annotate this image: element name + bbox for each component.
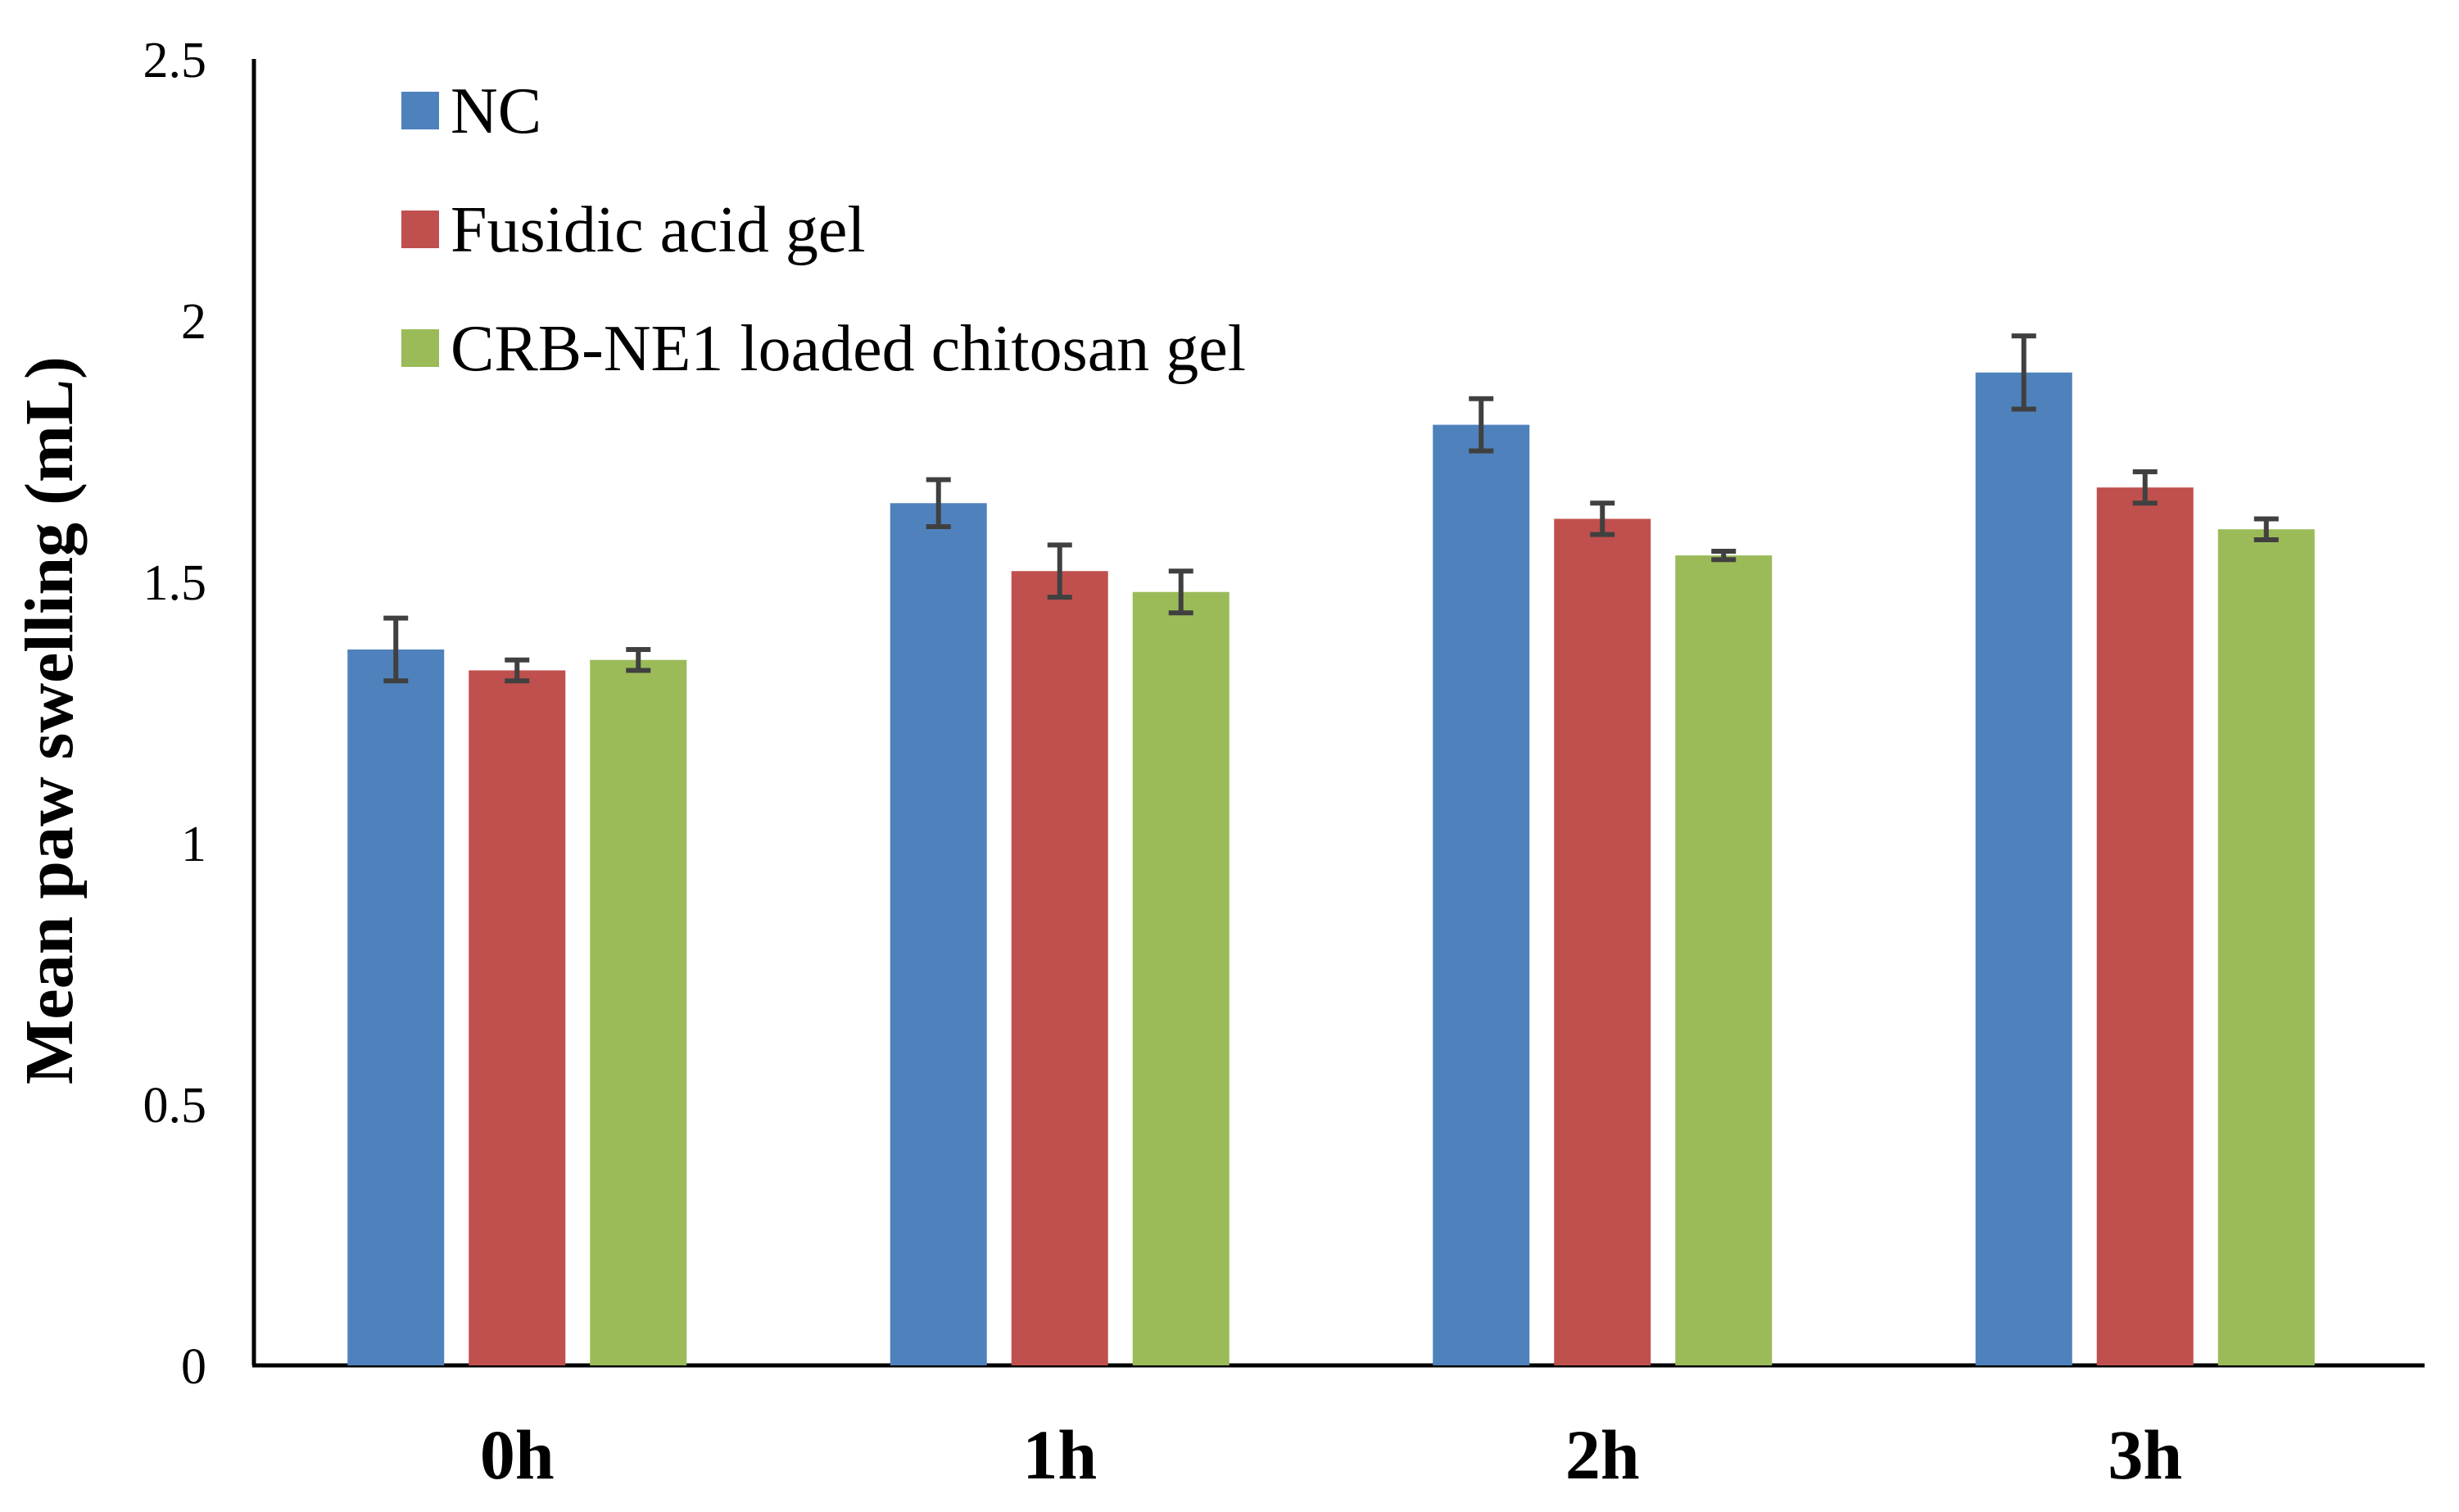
x-tick-label: 3h <box>2108 1415 2182 1494</box>
x-tick-label: 0h <box>480 1415 555 1494</box>
error-bar <box>2011 333 2036 412</box>
y-tick-label: 2 <box>181 294 206 350</box>
bar-fusidic-acid-gel-0h <box>469 670 566 1365</box>
error-bar <box>626 646 651 673</box>
bar-nc-3h <box>1975 372 2072 1365</box>
legend-label: Fusidic acid gel <box>451 194 866 266</box>
legend-swatch <box>401 211 439 248</box>
error-bar <box>1590 500 1615 537</box>
bar-fusidic-acid-gel-3h <box>2096 487 2194 1366</box>
error-bar <box>505 657 530 684</box>
error-bar <box>1047 542 1072 600</box>
legend-label: NC <box>451 75 541 147</box>
bar-fusidic-acid-gel-1h <box>1011 571 1108 1365</box>
y-tick-label: 0.5 <box>143 1078 207 1134</box>
legend-item: CRB-NE1 loaded chitosan gel <box>401 313 1246 385</box>
legend-item: Fusidic acid gel <box>401 194 866 266</box>
bar-crb-ne1-loaded-chitosan-gel-3h <box>2217 529 2315 1365</box>
error-bars-layer <box>383 333 2279 684</box>
error-bar <box>1711 548 1737 563</box>
bar-crb-ne1-loaded-chitosan-gel-2h <box>1675 555 1773 1365</box>
legend-swatch <box>401 329 439 367</box>
legend-label: CRB-NE1 loaded chitosan gel <box>451 313 1246 385</box>
bar-nc-1h <box>890 503 987 1365</box>
y-tick-label: 0 <box>181 1339 206 1395</box>
error-bar <box>1469 396 1494 454</box>
bar-nc-0h <box>347 649 445 1365</box>
bar-crb-ne1-loaded-chitosan-gel-0h <box>590 659 687 1365</box>
y-tick-labels: 0 0.5 1 1.5 2 2.5 <box>143 33 207 1395</box>
x-tick-label: 2h <box>1565 1415 1640 1494</box>
y-tick-label: 2.5 <box>143 33 207 88</box>
axis-layer: 0 0.5 1 1.5 2 2.5 0h 1h 2h 3h Mean paw swelling … <box>11 33 2425 1494</box>
x-tick-label: 1h <box>1022 1415 1097 1494</box>
error-bar <box>383 615 409 684</box>
error-bar <box>2132 469 2158 506</box>
bar-crb-ne1-loaded-chitosan-gel-1h <box>1132 591 1230 1365</box>
legend-item: NC <box>401 75 541 147</box>
error-bar <box>926 477 951 530</box>
bar-nc-2h <box>1433 424 1530 1365</box>
error-bar <box>1168 568 1193 616</box>
error-bar <box>2253 516 2279 542</box>
y-axis-label: Mean paw swelling (mL) <box>11 356 88 1084</box>
legend-swatch <box>401 92 439 129</box>
legend: NC Fusidic acid gel CRB-NE1 loaded chitosa… <box>401 75 1246 385</box>
bars-layer <box>347 372 2315 1366</box>
y-tick-label: 1.5 <box>143 555 207 611</box>
x-tick-labels: 0h 1h 2h 3h <box>480 1415 2182 1494</box>
bar-fusidic-acid-gel-2h <box>1554 518 1651 1366</box>
y-tick-label: 1 <box>181 817 206 872</box>
